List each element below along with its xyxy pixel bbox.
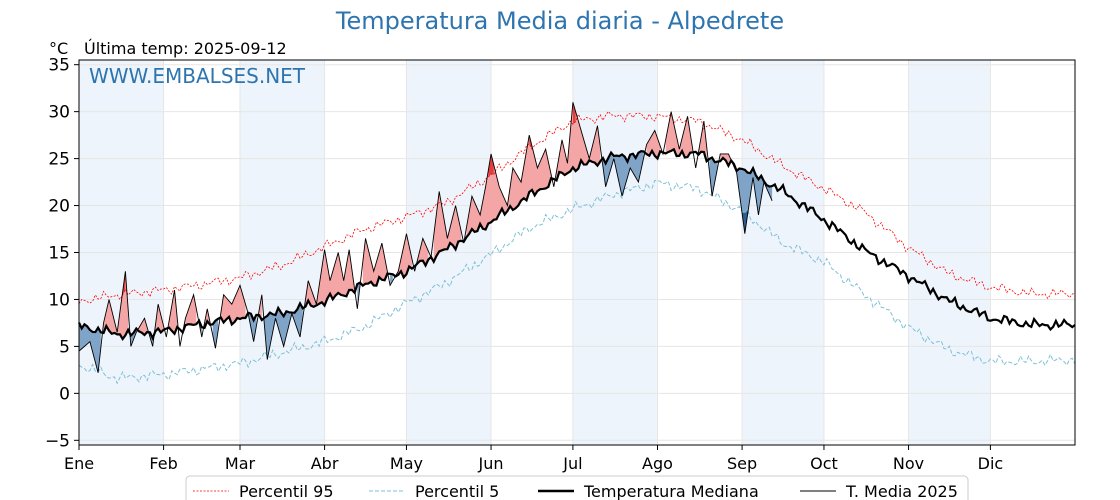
x-tick-label: Feb: [149, 454, 177, 473]
x-tick-label: Abr: [311, 454, 339, 473]
last-temp-label: Última temp: 2025-09-12: [84, 39, 287, 58]
legend-t-media-2025-label: T. Media 2025: [845, 482, 958, 500]
above-median-fill: [556, 102, 601, 181]
below-median-fill: [79, 322, 101, 373]
above-median-fill: [362, 238, 388, 286]
above-median-fill: [182, 294, 197, 333]
legend: Percentil 95 Percentil 5 Temperatura Media…: [185, 475, 969, 500]
above-median-fill: [220, 285, 246, 325]
series-line-temperatura-mediana: [78, 147, 1076, 341]
y-tick-label: 35: [48, 56, 70, 76]
above-median-fill: [103, 271, 129, 339]
below-median-fill: [390, 273, 393, 286]
x-tick-label: Dic: [978, 454, 1004, 473]
legend-percentil-95-label: Percentil 95: [239, 482, 334, 500]
above-median-fill: [433, 191, 462, 262]
axes: −5 0 5 10 15 20 25 30 35 Ene Feb Mar Abr May Jun Jul Ago…: [45, 56, 1003, 473]
x-tick-label: Sep: [727, 454, 757, 473]
x-tick-label: Nov: [893, 454, 924, 473]
y-tick-label: 25: [48, 150, 70, 170]
legend-percentil-5-label: Percentil 5: [415, 482, 499, 500]
y-unit-label: °C: [49, 39, 69, 58]
x-tick-label: Oct: [810, 454, 838, 473]
above-p95-fill: [572, 102, 576, 125]
above-median-fill: [139, 318, 148, 336]
y-tick-label: 10: [48, 290, 70, 310]
x-tick-label: Ago: [642, 454, 673, 473]
below-p5-fill: [742, 208, 748, 234]
y-tick-label: 20: [48, 197, 70, 217]
x-tick-label: Ene: [64, 454, 94, 473]
series-line-t-media-2025: [78, 102, 773, 373]
above-median-fill: [466, 135, 552, 238]
watermark: WWW.EMBALSES.NET: [89, 64, 306, 88]
y-tick-label: 5: [59, 337, 70, 357]
series-lines: [78, 102, 1076, 385]
y-tick-label: 30: [48, 103, 70, 123]
above-median-fill: [305, 249, 355, 307]
y-tick-label: −5: [45, 431, 70, 451]
y-tick-label: 0: [59, 384, 70, 404]
legend-box: [185, 475, 969, 500]
legend-temperatura-mediana-label: Temperatura Mediana: [583, 482, 759, 500]
below-median-fill: [264, 303, 303, 360]
x-tick-label: May: [390, 454, 423, 473]
below-median-fill: [602, 151, 644, 197]
series-line-percentil-5: [78, 179, 1076, 385]
series-line-percentil-95: [78, 110, 1076, 304]
chart-title: Temperatura Media diaria - Alpedrete: [335, 7, 785, 35]
x-tick-label: Jul: [562, 454, 582, 473]
x-tick-label: Mar: [225, 454, 256, 473]
x-tick-label: Jun: [478, 454, 504, 473]
y-tick-label: 15: [48, 244, 70, 264]
